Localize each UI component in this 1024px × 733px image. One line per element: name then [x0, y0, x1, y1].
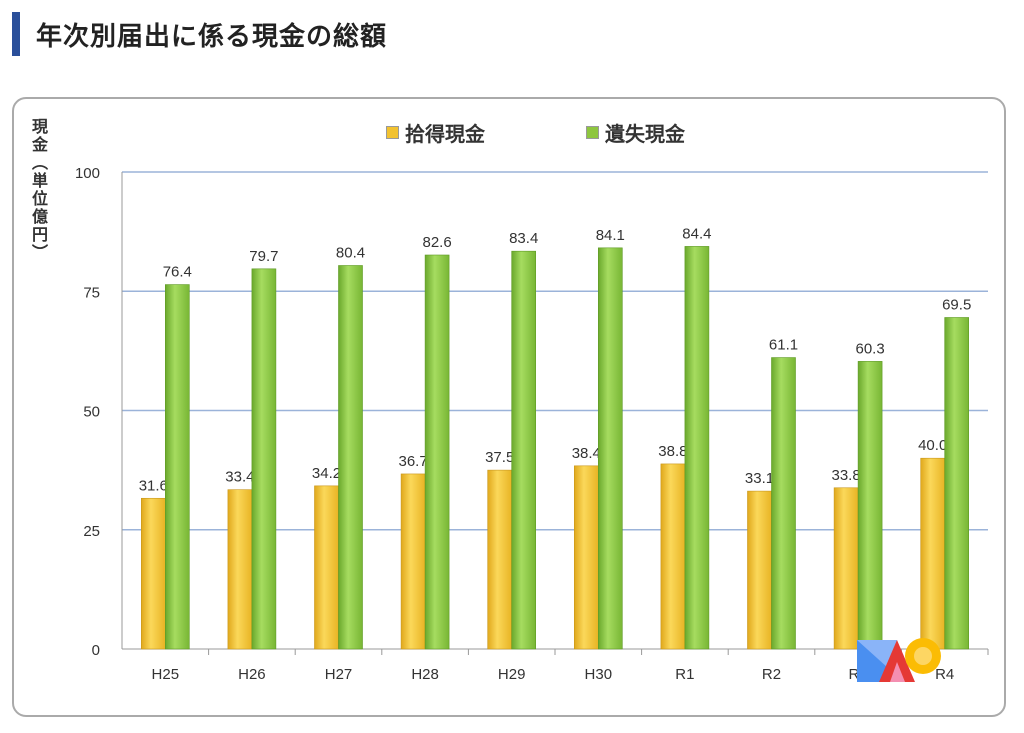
data-label: 60.3: [855, 340, 884, 357]
x-tick-label: H30: [585, 666, 613, 683]
bar-lost: [944, 317, 970, 650]
legend-swatch-found: [386, 126, 399, 139]
data-label: 33.4: [225, 469, 254, 486]
data-label: 31.6: [139, 477, 168, 494]
page-title: 年次別届出に係る現金の総額: [36, 22, 388, 52]
bar-lost: [857, 361, 883, 650]
data-label: 37.5: [485, 449, 514, 466]
data-label: 84.1: [596, 227, 625, 244]
data-label: 40.0: [918, 437, 947, 454]
x-tick-label: H29: [498, 666, 526, 683]
data-label: 84.4: [682, 225, 711, 242]
bar-found: [573, 465, 599, 650]
data-label: 38.4: [572, 445, 601, 462]
bar-found: [141, 497, 166, 650]
bar-lost: [597, 247, 623, 650]
x-tick-label: H27: [325, 666, 353, 683]
bar-found: [400, 473, 426, 650]
y-tick-label: 50: [83, 404, 100, 421]
watermark-logo: [857, 638, 941, 682]
bar-found: [227, 489, 253, 650]
title-accent-bar: [12, 12, 20, 56]
bar-found: [487, 469, 513, 650]
x-tick-label: H26: [238, 666, 266, 683]
data-label: 69.5: [942, 296, 971, 313]
data-label: 76.4: [163, 264, 192, 281]
data-label: 61.1: [769, 337, 798, 354]
data-label: 83.4: [509, 230, 538, 247]
bar-lost: [338, 265, 363, 650]
bar-found: [660, 463, 686, 650]
legend-item-lost: 遺失現金: [586, 118, 685, 147]
data-label: 38.8: [658, 443, 687, 460]
data-label: 79.7: [249, 248, 278, 265]
y-tick-label: 0: [92, 642, 100, 659]
y-tick-label: 25: [83, 523, 100, 540]
bar-lost: [424, 254, 450, 650]
bar-lost: [684, 246, 710, 650]
bar-found: [833, 487, 859, 650]
x-tick-label: H25: [152, 666, 180, 683]
bar-found: [920, 457, 946, 650]
legend-swatch-lost: [586, 126, 599, 139]
legend-label-lost: 遺失現金: [605, 122, 685, 146]
data-label: 33.8: [831, 467, 860, 484]
y-tick-label: 100: [75, 165, 100, 182]
bar-lost: [165, 284, 190, 650]
data-label: 80.4: [336, 244, 365, 261]
legend-item-found: 拾得現金: [386, 118, 485, 147]
x-tick-label: R1: [675, 666, 694, 683]
y-tick-label: 75: [83, 284, 100, 301]
bar-lost: [251, 268, 277, 650]
bar-lost: [511, 250, 537, 650]
y-axis-label: 現金（単位億円）: [29, 118, 48, 262]
x-tick-label: R2: [762, 666, 781, 683]
legend-label-found: 拾得現金: [405, 122, 485, 146]
x-tick-label: H28: [411, 666, 439, 683]
data-label: 34.2: [312, 465, 341, 482]
x-tick-label: R4: [935, 666, 954, 683]
data-label: 36.7: [398, 453, 427, 470]
bar-found: [314, 485, 339, 650]
bar-found: [747, 490, 772, 650]
bar-lost: [771, 357, 796, 650]
data-label: 82.6: [422, 234, 451, 251]
data-label: 33.1: [745, 470, 774, 487]
